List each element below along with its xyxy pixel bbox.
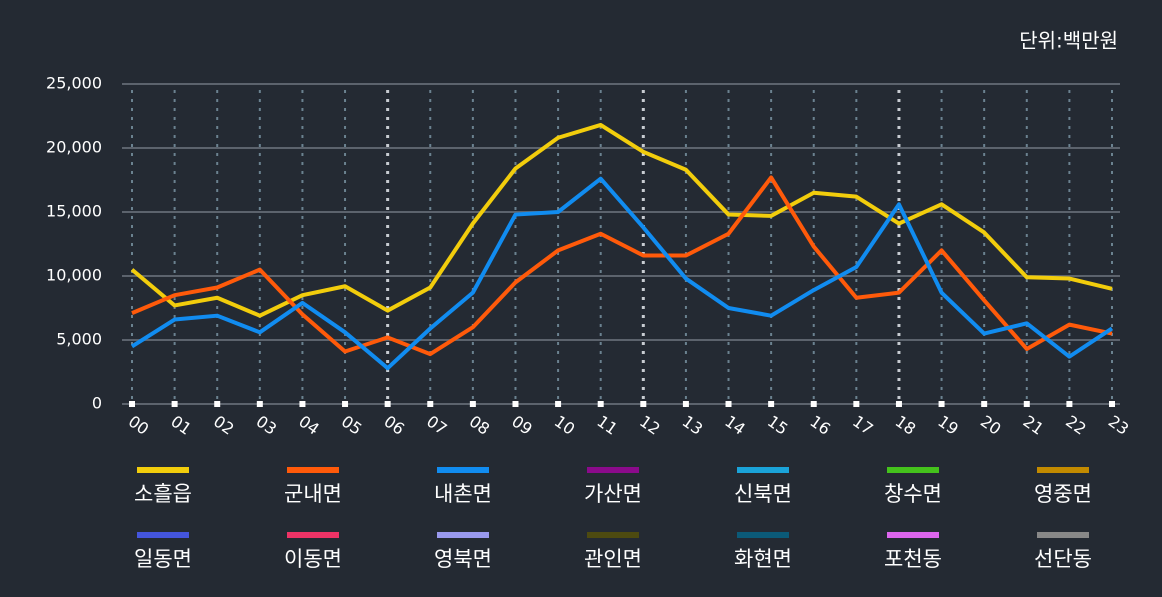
- x-tick-label: 02: [210, 412, 238, 439]
- x-dot: [640, 401, 647, 407]
- x-dot: [384, 401, 391, 407]
- legend-swatch: [887, 467, 939, 473]
- x-tick-label: 23: [1105, 412, 1133, 439]
- legend-swatch: [1037, 467, 1089, 473]
- legend-label: 일동면: [134, 547, 192, 571]
- legend-swatch: [137, 467, 189, 473]
- x-tick-label: 21: [1020, 412, 1048, 439]
- y-tick-label: 10,000: [46, 266, 102, 285]
- x-tick-label: 08: [466, 412, 494, 439]
- legend-swatch: [887, 532, 939, 538]
- x-tick-label: 00: [125, 412, 153, 439]
- legend-label: 가산면: [584, 482, 642, 506]
- legend-label: 관인면: [584, 547, 642, 571]
- x-tick-label: 13: [679, 412, 707, 439]
- x-dot: [938, 401, 945, 407]
- legend-swatch: [737, 467, 789, 473]
- x-dot: [1023, 401, 1030, 407]
- x-tick-label: 09: [508, 412, 536, 439]
- x-dot: [555, 401, 562, 407]
- x-tick-label: 17: [849, 412, 877, 439]
- legend-swatch: [1037, 532, 1089, 538]
- legend-swatch: [137, 532, 189, 538]
- x-dot: [981, 401, 988, 407]
- x-dot: [342, 401, 349, 407]
- legend-label: 포천동: [884, 547, 942, 571]
- y-tick-label: 0: [92, 394, 102, 413]
- legend-label: 영중면: [1034, 482, 1092, 506]
- x-tick-label: 06: [380, 412, 408, 439]
- legend-label: 군내면: [284, 482, 342, 506]
- x-dot: [725, 401, 732, 407]
- x-tick-label: 01: [167, 412, 195, 439]
- x-dot: [1066, 401, 1073, 407]
- series-line: [130, 176, 1114, 371]
- legend-swatch: [287, 532, 339, 538]
- x-dot: [171, 401, 178, 407]
- x-tick-label: 19: [934, 412, 962, 439]
- legend-label: 창수면: [884, 482, 942, 506]
- x-tick-label: 05: [338, 412, 366, 439]
- unit-label: 단위:백만원: [1019, 29, 1118, 53]
- legend-label: 영북면: [434, 547, 492, 571]
- x-dot: [512, 401, 519, 407]
- x-dot: [853, 401, 860, 407]
- x-tick-label: 14: [721, 412, 749, 439]
- x-tick-label: 20: [977, 412, 1005, 439]
- legend-label: 내촌면: [434, 482, 492, 506]
- x-dot: [299, 401, 306, 407]
- legend-swatch: [587, 467, 639, 473]
- y-tick-label: 25,000: [46, 74, 102, 93]
- x-dot: [427, 401, 434, 407]
- x-dot: [810, 401, 817, 407]
- y-tick-label: 20,000: [46, 138, 102, 157]
- x-dot: [682, 401, 689, 407]
- x-dot: [1109, 401, 1115, 407]
- legend-label: 신북면: [734, 482, 792, 506]
- x-tick-label: 10: [551, 412, 579, 439]
- x-tick-label: 07: [423, 412, 451, 439]
- x-tick-label: 18: [892, 412, 920, 439]
- x-dot: [768, 401, 775, 407]
- y-tick-label: 15,000: [46, 202, 102, 221]
- x-dot: [469, 401, 476, 407]
- legend-label: 이동면: [284, 547, 342, 571]
- x-dot: [256, 401, 263, 407]
- x-tick-label: 11: [593, 412, 621, 439]
- legend-label: 선단동: [1034, 547, 1092, 571]
- legend-swatch: [287, 467, 339, 473]
- x-tick-label: 22: [1062, 412, 1090, 439]
- series-line: [130, 122, 1113, 318]
- y-tick-label: 5,000: [56, 330, 102, 349]
- legend-swatch: [437, 467, 489, 473]
- x-dot: [895, 401, 902, 407]
- x-tick-label: 03: [253, 412, 281, 439]
- x-dot: [597, 401, 604, 407]
- legend-swatch: [437, 532, 489, 538]
- legend-swatch: [737, 532, 789, 538]
- legend-label: 소흘읍: [134, 482, 192, 506]
- x-dot: [129, 401, 135, 407]
- x-tick-label: 04: [295, 412, 323, 439]
- x-dot: [214, 401, 221, 407]
- legend-label: 화현면: [734, 547, 792, 571]
- x-tick-label: 15: [764, 412, 792, 439]
- x-tick-label: 12: [636, 412, 664, 439]
- legend-swatch: [587, 532, 639, 538]
- x-tick-label: 16: [807, 412, 835, 439]
